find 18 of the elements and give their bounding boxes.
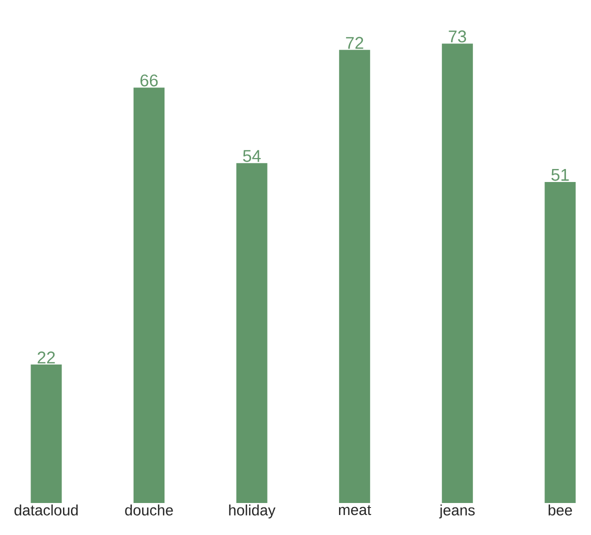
bar: [134, 88, 165, 503]
data-label: 22: [38, 352, 55, 364]
data-label: 73: [448, 30, 466, 42]
x-tick-label: jeans: [439, 504, 475, 518]
data-label: 51: [551, 169, 569, 181]
x-tick-label: meat: [338, 505, 372, 516]
bar: [236, 163, 268, 503]
data-label: 66: [140, 74, 158, 86]
x-tick-label: douche: [125, 504, 173, 516]
x-tick-label: holiday: [229, 504, 276, 518]
bar: [442, 44, 473, 503]
x-tick-label: datacloud: [14, 504, 78, 516]
x-tick-label: bee: [548, 504, 572, 516]
bar: [544, 182, 576, 503]
bar: [339, 50, 370, 503]
bar: [30, 364, 62, 503]
data-label: 72: [346, 36, 364, 49]
data-label: 54: [243, 150, 261, 162]
